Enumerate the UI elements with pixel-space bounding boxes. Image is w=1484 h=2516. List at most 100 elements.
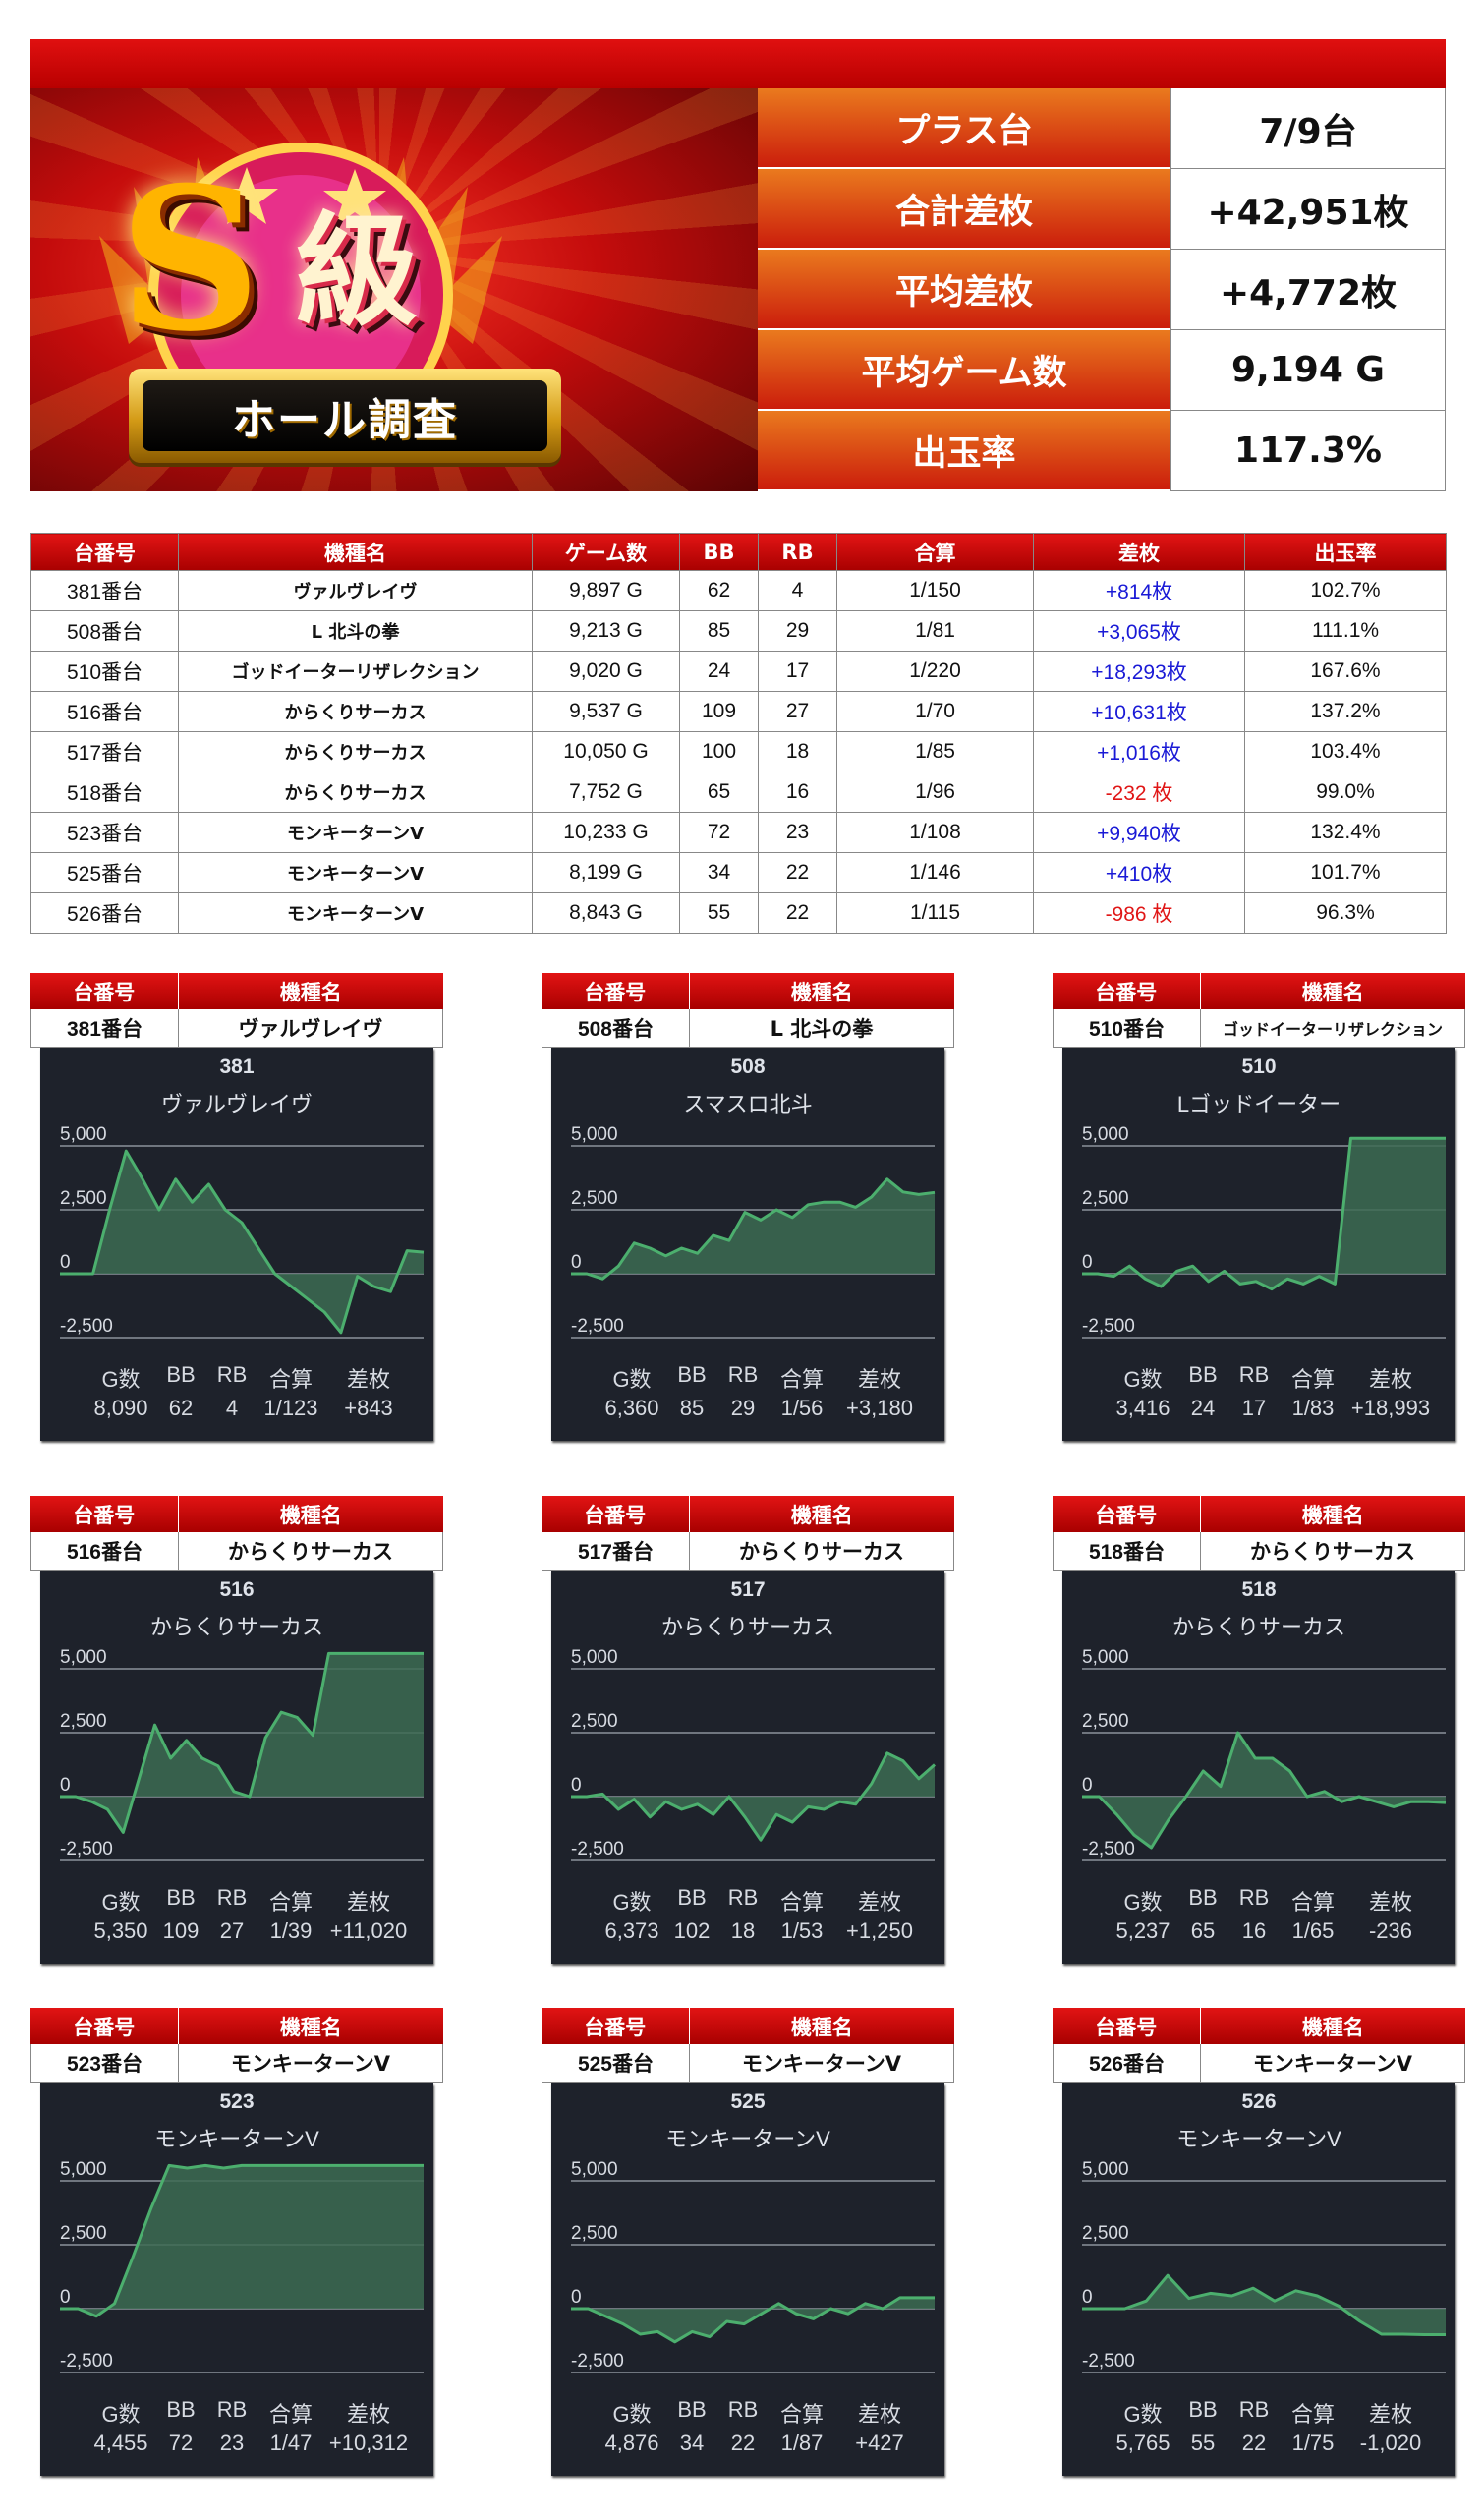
chart-machine-number: 517 (730, 1578, 766, 1601)
series-area (1082, 1138, 1446, 1289)
panel-info-row: 526番台 モンキーターンV (1053, 2044, 1465, 2083)
stat-label: 差枚 (857, 1890, 902, 1915)
series-line (571, 1177, 936, 1281)
chart-plot-area: 5,000 2,500 0 -2,500 (571, 1124, 936, 1339)
stat-label: BB (1188, 1885, 1218, 1910)
cell-rb: 16 (758, 772, 837, 813)
stat-value: 6,360 (604, 1396, 659, 1420)
series-line (571, 1751, 936, 1842)
summary-row: 平均差枚 +4,772枚 (758, 250, 1446, 330)
chart-plot-area: 5,000 2,500 0 -2,500 (60, 1647, 424, 1861)
chart-machine-name: モンキーターンV (154, 2127, 319, 2151)
chart-plot-area: 5,000 2,500 0 -2,500 (571, 1647, 936, 1861)
chart-machine-name: からくりサーカス (1171, 1615, 1345, 1639)
cell-combined: 1/70 (836, 691, 1034, 732)
chart-machine-name: Lゴッドイーター (1176, 1092, 1341, 1116)
stat-label: 差枚 (857, 2402, 902, 2427)
panel-machine-id: 525番台 (542, 2044, 690, 2082)
stat-label: BB (1188, 1362, 1218, 1387)
cell-games: 9,897 G (532, 570, 680, 611)
cell-bb: 24 (679, 651, 759, 692)
stat-value: -236 (1368, 1918, 1413, 1943)
y-tick-label: 2,500 (571, 2223, 618, 2244)
panel-machine-id: 510番台 (1054, 1009, 1201, 1047)
panel-header-id: 台番号 (542, 2008, 690, 2044)
cell-rate: 137.2% (1244, 691, 1447, 732)
y-tick-label: 5,000 (60, 2159, 107, 2180)
panel-machine-model: モンキーターンV (230, 2052, 391, 2076)
stat-value: 4,876 (604, 2430, 659, 2455)
cell-rb: 29 (758, 610, 837, 652)
panel-machine-model: モンキーターンV (741, 2052, 902, 2076)
summary-value: 7/9台 (1170, 88, 1446, 169)
column-header: 台番号 (30, 533, 179, 571)
panel-header-model: 機種名 (1200, 973, 1465, 1009)
panel-header: 台番号 機種名 (30, 1496, 443, 1532)
machine-chart-panel: 台番号 機種名 516番台 からくりサーカス 516 からくりサーカス 5,000 2,500… (30, 1496, 443, 1964)
cell-model: ヴァルヴレイヴ (178, 570, 533, 611)
summary-value: 9,194 G (1170, 330, 1446, 411)
cell-diff: -232 枚 (1033, 772, 1245, 813)
chart-machine-name: スマスロ北斗 (683, 1092, 813, 1116)
stat-value: 5,350 (93, 1918, 148, 1943)
cell-diff: +9,940枚 (1033, 812, 1245, 853)
chart-machine-name: モンキーターンV (1176, 2127, 1341, 2151)
y-tick-label: -2,500 (571, 2351, 624, 2372)
chart-plot-area: 5,000 2,500 0 -2,500 (1082, 2159, 1446, 2373)
stat-value: +3,180 (846, 1396, 913, 1420)
stat-value: 8,090 (93, 1396, 148, 1420)
panel-header-id: 台番号 (30, 2008, 179, 2044)
machine-chart-panel: 台番号 機種名 508番台 L 北斗の拳 508 スマスロ北斗 5,000 2,500 0 -2,… (542, 973, 954, 1441)
machine-chart-panel: 台番号 機種名 518番台 からくりサーカス 518 からくりサーカス 5,000 2,500… (1053, 1496, 1465, 1964)
cell-id: 526番台 (30, 892, 179, 934)
cell-rb: 22 (758, 852, 837, 893)
column-header: 出玉率 (1244, 533, 1447, 571)
stat-label: 合算 (1290, 1367, 1336, 1392)
hall-survey-banner: S 級 ホール調査 (30, 88, 758, 491)
table-row: 510番台 ゴッドイーターリザレクション 9,020 G 24 17 1/220 +18,2… (30, 651, 1447, 692)
stat-label: G数 (612, 2402, 652, 2427)
panel-info-row: 517番台 からくりサーカス (542, 1532, 954, 1571)
stat-label: RB (216, 1885, 248, 1910)
panel-header-id: 台番号 (1053, 1496, 1201, 1532)
stat-label: 合算 (268, 1367, 314, 1392)
chart-machine-number: 518 (1241, 1578, 1277, 1601)
slump-chart: 517 からくりサーカス 5,000 2,500 0 -2,500 G数 6,373 BB 102… (551, 1571, 944, 1964)
stat-value: 1/56 (780, 1396, 824, 1420)
slump-chart: 381 ヴァルヴレイヴ 5,000 2,500 0 -2,500 G数 8,090 BB 62 RB… (40, 1048, 433, 1441)
column-header: RB (758, 533, 837, 571)
y-tick-label: -2,500 (1082, 2351, 1135, 2372)
cell-games: 8,199 G (532, 852, 680, 893)
stat-value: 55 (1190, 2430, 1216, 2455)
column-header: ゲーム数 (532, 533, 680, 571)
stat-value: 27 (219, 1918, 245, 1943)
stat-value: 22 (1241, 2430, 1267, 2455)
y-tick-label: 5,000 (1082, 1124, 1129, 1145)
cell-bb: 85 (679, 610, 759, 652)
stat-label: BB (1188, 2397, 1218, 2422)
table-row: 517番台 からくりサーカス 10,050 G 100 18 1/85 +1,016枚 103… (30, 731, 1447, 772)
stat-label: RB (1238, 1885, 1270, 1910)
series-line (60, 2163, 424, 2318)
machine-chart-panel: 台番号 機種名 510番台 ゴッドイーターリザレクション 510 Lゴッドイーター 5,00… (1053, 973, 1465, 1441)
stat-value: +18,993 (1350, 1396, 1431, 1420)
panel-machine-id: 508番台 (542, 1009, 690, 1047)
stat-value: -1,020 (1359, 2430, 1422, 2455)
stat-label: G数 (101, 1367, 141, 1392)
cell-rb: 22 (758, 892, 837, 934)
y-tick-label: 0 (60, 1775, 71, 1796)
panel-machine-id: 516番台 (31, 1532, 179, 1570)
column-header: 差枚 (1033, 533, 1245, 571)
panel-header-model: 機種名 (689, 2008, 954, 2044)
panel-header-id: 台番号 (30, 973, 179, 1009)
chart-machine-name: ヴァルヴレイヴ (160, 1092, 313, 1116)
stat-value: 5,765 (1115, 2430, 1170, 2455)
chart-machine-number: 525 (730, 2090, 766, 2113)
panel-header: 台番号 機種名 (30, 2008, 443, 2044)
cell-combined: 1/108 (836, 812, 1034, 853)
cell-id: 523番台 (30, 812, 179, 853)
y-tick-label: 0 (1082, 2287, 1093, 2308)
cell-rate: 103.4% (1244, 731, 1447, 772)
panel-machine-id: 523番台 (31, 2044, 179, 2082)
cell-games: 9,537 G (532, 691, 680, 732)
